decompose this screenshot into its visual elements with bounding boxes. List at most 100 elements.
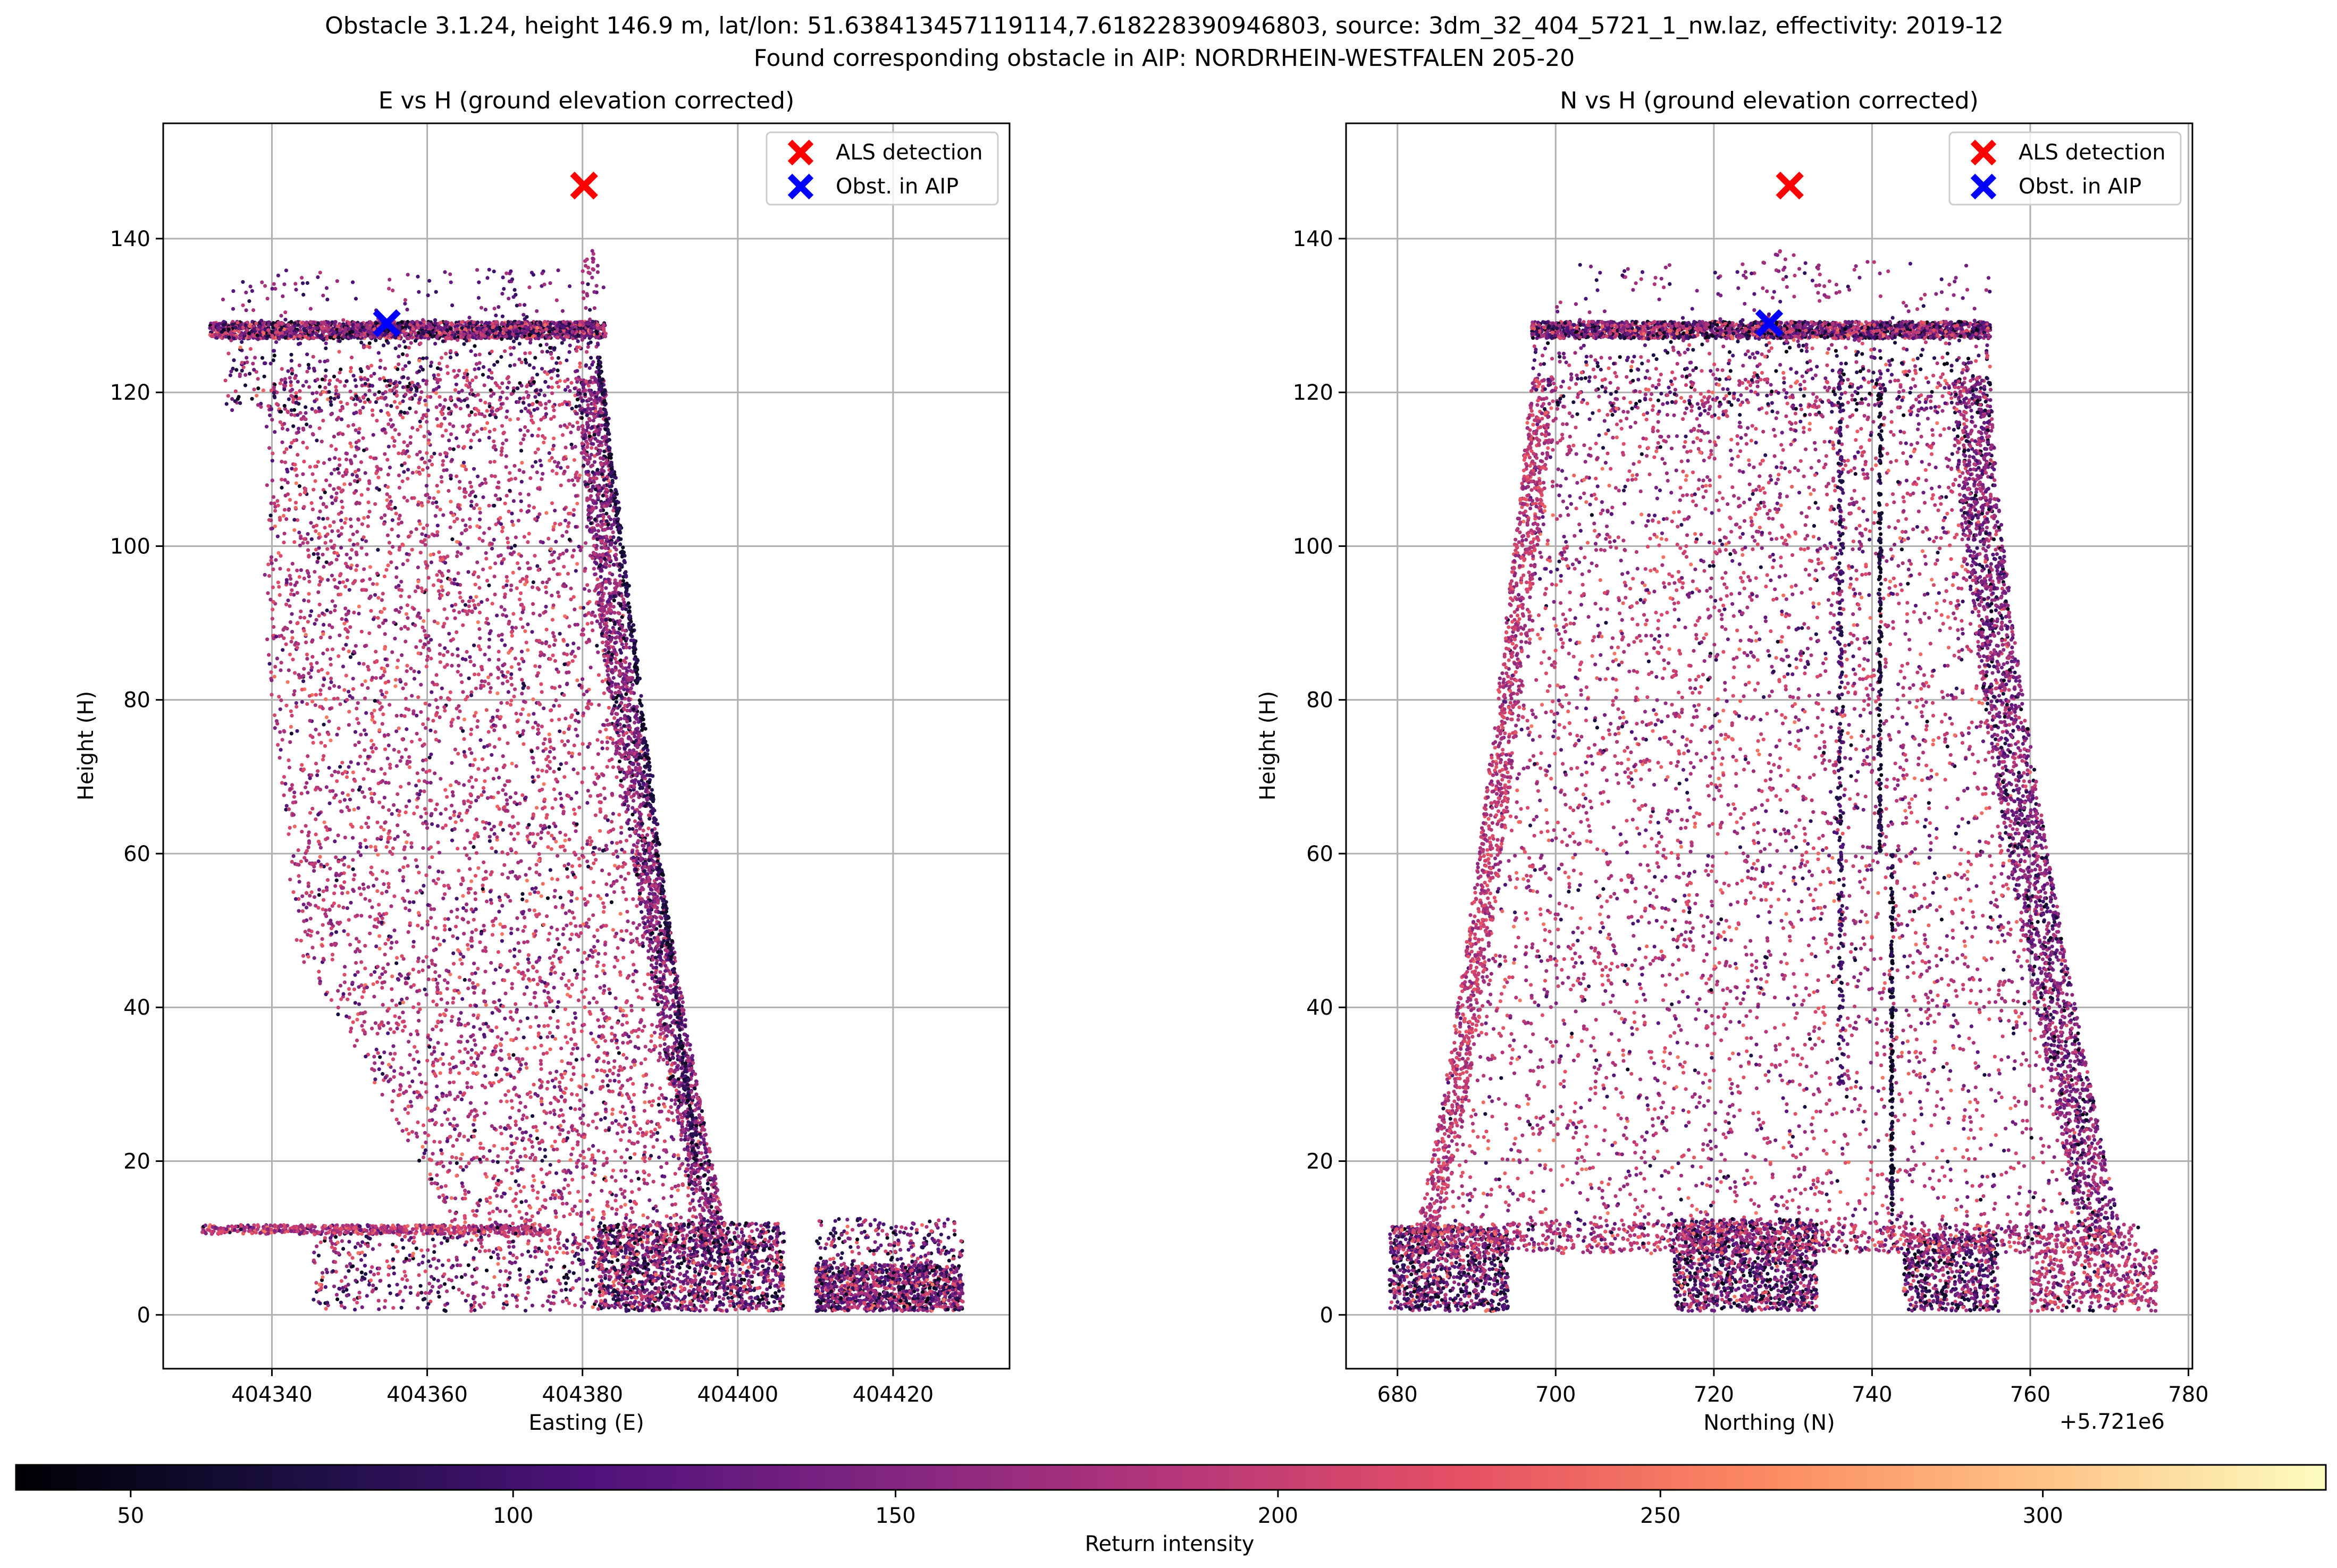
cloud-point — [283, 407, 287, 411]
cloud-point — [487, 645, 491, 649]
cloud-point — [452, 577, 457, 581]
cloud-point — [430, 958, 434, 963]
cloud-point — [492, 537, 496, 542]
cloud-point — [552, 837, 556, 841]
cloud-point — [458, 1040, 463, 1044]
cloud-point — [621, 1041, 625, 1045]
cloud-point — [602, 786, 607, 790]
cloud-point — [541, 1204, 545, 1209]
cloud-point — [460, 1184, 465, 1188]
cloud-point — [595, 1000, 599, 1005]
cloud-point — [493, 1049, 498, 1053]
cloud-point — [416, 565, 421, 570]
cloud-point — [301, 903, 306, 907]
cloud-point — [518, 597, 522, 602]
cloud-point — [559, 804, 564, 808]
cloud-point — [571, 424, 575, 428]
cloud-point — [373, 1061, 377, 1065]
cloud-point — [522, 742, 526, 746]
cloud-point — [392, 748, 396, 752]
cloud-point — [491, 923, 495, 928]
cloud-point — [266, 562, 271, 567]
cloud-point — [441, 463, 445, 467]
cloud-point — [499, 1099, 503, 1103]
cloud-point — [478, 398, 483, 402]
cloud-point — [543, 1198, 547, 1202]
cloud-point — [334, 385, 338, 389]
cloud-point — [567, 727, 571, 731]
cloud-point — [527, 403, 532, 407]
cloud-point — [338, 765, 342, 769]
cloud-point — [500, 638, 504, 642]
cloud-point — [478, 686, 483, 690]
cloud-point — [359, 732, 363, 737]
cloud-point — [487, 526, 492, 530]
cloud-point — [454, 780, 458, 784]
cloud-point — [376, 1051, 380, 1055]
cloud-point — [455, 907, 459, 912]
cloud-point — [288, 604, 292, 608]
cloud-point — [458, 957, 463, 962]
cloud-point — [438, 660, 442, 664]
cloud-point — [440, 593, 444, 597]
cloud-point — [397, 813, 401, 817]
cloud-point — [644, 1072, 648, 1076]
cloud-point — [352, 479, 357, 483]
cloud-point — [388, 829, 392, 833]
cloud-point — [556, 1005, 560, 1009]
cloud-point — [318, 981, 322, 985]
cloud-point — [399, 974, 403, 978]
cloud-point — [478, 1157, 482, 1161]
cloud-point — [292, 518, 297, 522]
cloud-point — [308, 675, 313, 679]
cloud-point — [586, 1123, 591, 1127]
cloud-point — [522, 1113, 526, 1118]
cloud-point — [557, 942, 561, 947]
cloud-point — [623, 1123, 627, 1127]
cloud-point — [448, 1090, 452, 1095]
cloud-point — [574, 924, 578, 928]
cloud-point — [417, 401, 421, 405]
cloud-point — [366, 885, 371, 889]
cloud-point — [567, 909, 571, 913]
cloud-point — [382, 882, 386, 886]
cloud-point — [363, 838, 367, 842]
cloud-point — [377, 1067, 381, 1072]
cloud-point — [615, 841, 619, 845]
cloud-point — [574, 473, 578, 477]
cloud-point — [376, 547, 380, 552]
cloud-point — [324, 560, 329, 564]
cloud-point — [438, 1140, 442, 1144]
cloud-point — [500, 904, 505, 908]
cloud-point — [400, 479, 405, 484]
cloud-point — [416, 1060, 421, 1064]
cloud-point — [390, 1108, 394, 1112]
cloud-point — [462, 783, 466, 787]
cloud-point — [506, 541, 510, 545]
cloud-point — [355, 563, 359, 568]
cloud-point — [673, 1184, 677, 1188]
cloud-point — [474, 595, 478, 599]
cloud-point — [587, 1147, 591, 1151]
cloud-point — [608, 1078, 612, 1083]
cloud-point — [618, 912, 623, 916]
cloud-point — [488, 460, 492, 464]
cloud-point — [632, 1115, 636, 1119]
cloud-point — [486, 730, 491, 734]
cloud-point — [291, 813, 296, 817]
cloud-point — [406, 889, 410, 893]
cloud-point — [630, 1141, 634, 1145]
cloud-point — [544, 511, 549, 515]
cloud-point — [427, 865, 432, 870]
cloud-point — [434, 1120, 438, 1125]
cloud-point — [325, 547, 330, 551]
cloud-point — [623, 877, 627, 881]
cloud-point — [308, 776, 312, 780]
cloud-point — [345, 578, 349, 583]
cloud-point — [469, 500, 474, 504]
cloud-point — [292, 593, 296, 597]
cloud-point — [514, 1010, 519, 1014]
cloud-point — [492, 1144, 497, 1148]
cloud-point — [435, 484, 439, 488]
cloud-point — [304, 858, 308, 863]
